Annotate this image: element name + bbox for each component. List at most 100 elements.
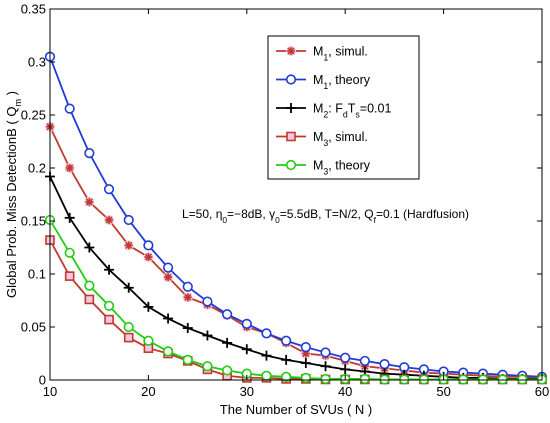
series-5-point-12 bbox=[261, 370, 272, 381]
x-tick-label-1: 10 bbox=[43, 384, 57, 399]
series-2-point-17 bbox=[359, 355, 370, 367]
series-5-point-10 bbox=[222, 365, 233, 376]
series-2-point-6 bbox=[143, 240, 154, 251]
legend-item-3: M2: FdTs=0.01 bbox=[276, 102, 391, 120]
series-5-point-14 bbox=[300, 372, 311, 383]
series-3-point-13 bbox=[281, 354, 292, 365]
series-5-point-19 bbox=[399, 374, 410, 385]
series-4-point-5 bbox=[123, 332, 134, 343]
series-layer bbox=[44, 51, 548, 385]
y-tick-label-3: 0.1 bbox=[28, 267, 46, 282]
legend-item-4: M3, simul. bbox=[276, 130, 368, 148]
y-tick-label-2: 0.05 bbox=[21, 320, 46, 335]
annotation-layer: L=50, η0=−8dB, γ0=5.5dB, T=N/2, Qf=0.1 (… bbox=[182, 207, 469, 225]
series-1-point-6 bbox=[143, 252, 154, 263]
series-5-point-5 bbox=[123, 321, 134, 333]
series-5-point-4 bbox=[103, 300, 115, 311]
series-2-point-15 bbox=[320, 347, 331, 358]
series-5-point-22 bbox=[458, 374, 469, 385]
series-4-point-2 bbox=[64, 271, 75, 281]
y-tick-label-1: 0 bbox=[39, 373, 46, 388]
series-2-point-4 bbox=[103, 184, 115, 195]
x-axis-label: The Number of SVUs ( N ) bbox=[220, 402, 372, 417]
y-tick-label-6: 0.25 bbox=[21, 108, 46, 123]
legend-marker-5 bbox=[285, 159, 297, 171]
series-5-point-17 bbox=[359, 373, 370, 385]
legend-marker-2 bbox=[285, 74, 297, 85]
series-5-point-3 bbox=[84, 280, 95, 291]
axes-layer: 10 20 30 40 50 60 0 0.05 0.1 0.15 0.2 0.25 0.3 0.35 Th… bbox=[4, 2, 549, 418]
series-5-point-8 bbox=[182, 354, 193, 365]
series-3-point-8 bbox=[182, 323, 193, 334]
parameter-annotation: L=50, η0=−8dB, γ0=5.5dB, T=N/2, Qf=0.1 (… bbox=[182, 207, 469, 225]
legend-item-5: M3, theory bbox=[276, 159, 371, 177]
series-2-point-14 bbox=[300, 342, 311, 353]
legend-label-2: M1, theory bbox=[313, 73, 371, 91]
series-2-point-3 bbox=[84, 148, 95, 159]
series-2-point-13 bbox=[281, 335, 292, 346]
series-3-point-11 bbox=[241, 344, 252, 355]
series-2-point-10 bbox=[222, 309, 233, 320]
series-3-point-16 bbox=[340, 364, 351, 375]
series-5-point-13 bbox=[281, 371, 292, 382]
series-2-point-7 bbox=[162, 262, 174, 273]
series-2-point-5 bbox=[123, 214, 134, 226]
series-5-point-15 bbox=[320, 373, 331, 385]
series-3-point-5 bbox=[123, 282, 134, 293]
y-tick-label-7: 0.3 bbox=[28, 55, 46, 70]
x-tick-label-6: 60 bbox=[535, 384, 549, 399]
series-1-point-2 bbox=[64, 163, 75, 173]
series-2-point-16 bbox=[340, 352, 351, 363]
series-4-point-3 bbox=[84, 294, 95, 305]
series-3-point-2 bbox=[64, 212, 75, 223]
series-1-point-8 bbox=[182, 292, 193, 303]
legend-label-4: M3, simul. bbox=[313, 130, 368, 148]
series-5-point-7 bbox=[162, 346, 174, 357]
y-tick-label-8: 0.35 bbox=[21, 2, 46, 17]
series-3-point-9 bbox=[202, 330, 213, 341]
y-axis-label: Global Prob. Miss DetectionB ( Qm ) bbox=[4, 91, 23, 298]
y-tick-label-5: 0.2 bbox=[28, 161, 46, 176]
series-5-point-20 bbox=[418, 374, 430, 385]
legend-marker-1 bbox=[286, 46, 296, 56]
series-2 bbox=[44, 51, 548, 382]
series-2-point-11 bbox=[241, 318, 252, 329]
series-5-point-23 bbox=[477, 374, 489, 385]
series-1-point-7 bbox=[163, 272, 174, 283]
legend-label-5: M3, theory bbox=[313, 159, 371, 177]
series-5-point-9 bbox=[202, 361, 213, 372]
legend-marker-3 bbox=[286, 103, 296, 113]
series-3-point-10 bbox=[222, 337, 233, 348]
series-5-point-24 bbox=[497, 374, 508, 385]
series-3-point-4 bbox=[104, 264, 115, 275]
series-3-point-15 bbox=[320, 361, 331, 372]
x-tick-label-5: 50 bbox=[436, 384, 450, 399]
series-4-point-4 bbox=[104, 314, 114, 325]
series-3-point-6 bbox=[143, 301, 154, 312]
x-tick-label-3: 30 bbox=[240, 384, 254, 399]
series-2-point-2 bbox=[64, 103, 75, 114]
series-5-point-25 bbox=[517, 374, 528, 385]
series-1-point-5 bbox=[123, 240, 134, 251]
y-tick-label-4: 0.15 bbox=[21, 214, 46, 229]
series-3-point-14 bbox=[300, 358, 311, 369]
x-tick-label-4: 40 bbox=[338, 384, 352, 399]
series-1-point-4 bbox=[104, 214, 115, 225]
series-3-point-3 bbox=[84, 242, 95, 253]
x-tick-label-2: 20 bbox=[141, 384, 155, 399]
series-1-point-3 bbox=[84, 196, 95, 207]
series-2-point-18 bbox=[379, 359, 390, 370]
series-3-point-12 bbox=[261, 350, 272, 361]
series-3-point-7 bbox=[163, 313, 174, 324]
series-2-point-8 bbox=[182, 281, 193, 292]
legend-marker-4 bbox=[286, 131, 296, 142]
legend-label-3: M2: FdTs=0.01 bbox=[313, 102, 391, 120]
legend-item-1: M1, simul. bbox=[276, 45, 368, 63]
series-5-point-18 bbox=[379, 374, 390, 385]
series-2-point-12 bbox=[261, 328, 272, 339]
legend-item-2: M1, theory bbox=[276, 73, 371, 91]
series-5-point-2 bbox=[64, 247, 75, 258]
series-5-point-6 bbox=[143, 335, 154, 346]
legend: M1, simul. M1, theory M2: FdTs=0.01 M3, sim… bbox=[267, 35, 420, 180]
